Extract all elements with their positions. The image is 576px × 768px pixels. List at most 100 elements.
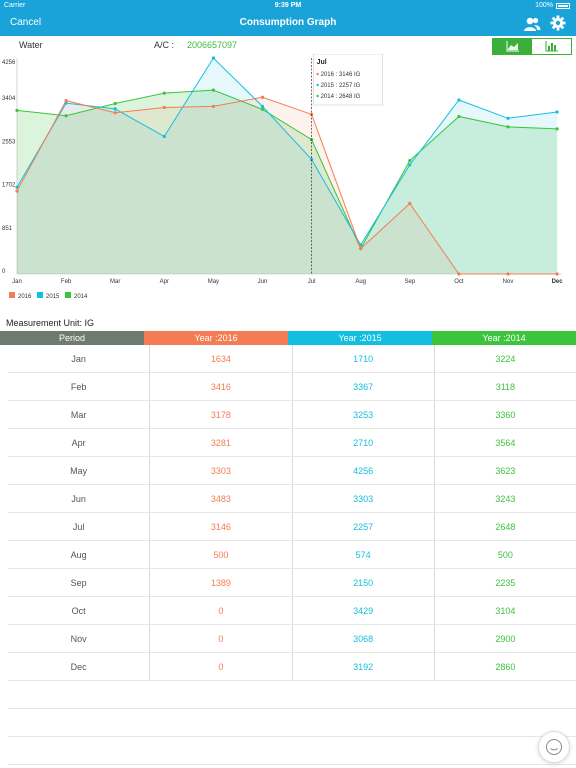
value-cell: 3068 [291, 625, 434, 652]
value-cell: 3243 [433, 485, 576, 512]
data-point [555, 272, 559, 276]
tooltip-dot [316, 83, 319, 87]
chat-button[interactable] [538, 731, 570, 763]
battery-indicator: 100% [535, 2, 570, 9]
value-cell: 3367 [291, 373, 434, 400]
period-cell: Jun [71, 494, 86, 504]
period-cell: May [70, 466, 88, 476]
battery-percent: 100% [535, 2, 553, 9]
value-cell: 3118 [433, 373, 576, 400]
value-cell: 3303 [149, 457, 291, 484]
data-point [162, 134, 166, 139]
area-chart-toggle[interactable] [493, 39, 532, 54]
data-point [555, 110, 559, 114]
table-body: Jan 1634 1710 3224 Feb 3416 3367 3118 Mar 3178 325… [0, 345, 576, 681]
tooltip-dot [316, 94, 319, 98]
period-cell: Jan [71, 354, 86, 364]
data-point [457, 98, 461, 102]
account-number: 2006657097 [187, 40, 238, 50]
x-tick-label: Dec [552, 279, 564, 285]
value-cell: 3253 [291, 401, 434, 428]
value-cell: 3429 [291, 597, 434, 624]
data-point [211, 88, 215, 92]
x-tick-label: Sep [404, 279, 415, 285]
data-point [15, 108, 19, 112]
table-row: Apr 3281 2710 3564 [8, 429, 576, 457]
period-cell: Dec [70, 662, 87, 672]
header-period: Period [0, 331, 144, 345]
x-tick-label: Nov [503, 279, 514, 285]
value-cell: 1710 [291, 345, 434, 372]
table-row: May 3303 4256 3623 [8, 457, 576, 485]
bar-chart-toggle[interactable] [532, 39, 571, 54]
series-area-2015 [17, 58, 558, 274]
chart-type-toggle [492, 38, 572, 55]
header-year-2015: Year :2015 [288, 331, 432, 345]
data-point [457, 272, 461, 276]
account-label: A/C : [154, 40, 175, 50]
value-cell: 3483 [149, 485, 291, 512]
data-point [162, 105, 166, 110]
value-cell: 3224 [433, 345, 576, 372]
value-cell: 1389 [149, 569, 291, 596]
value-cell: 1634 [149, 345, 291, 372]
value-cell: 2648 [433, 513, 576, 540]
utility-type: Water [19, 40, 43, 50]
status-bar: Carrier 9:39 PM 100% [0, 0, 576, 12]
data-point [260, 107, 265, 112]
table-row: Sep 1389 2150 2235 [8, 569, 576, 597]
empty-row [8, 737, 576, 765]
value-cell: 2150 [291, 569, 434, 596]
tooltip-line: 2016 : 3146 IG [321, 72, 361, 78]
data-point [113, 107, 117, 111]
empty-row [8, 709, 576, 737]
period-cell: Nov [70, 634, 87, 644]
period-cell: Jul [72, 522, 85, 532]
series-area-2014 [17, 90, 558, 274]
value-cell: 500 [149, 541, 291, 568]
consumption-chart[interactable]: 0 851 1702 2553 3404 4256 Jan Feb Mar Apr May Jun Ju… [0, 54, 576, 304]
value-cell: 574 [291, 541, 434, 568]
data-point [162, 91, 166, 95]
header-year-2016: Year :2016 [144, 331, 288, 345]
users-icon[interactable] [523, 16, 541, 32]
empty-row [8, 681, 576, 709]
period-cell: Apr [71, 438, 86, 448]
data-point [310, 157, 314, 162]
table-row: Jun 3483 3303 3243 [8, 485, 576, 513]
data-point [64, 114, 68, 118]
value-cell: 2860 [433, 653, 576, 680]
tooltip-title: Jul [317, 59, 327, 66]
tooltip-line: 2014 : 2648 IG [321, 94, 361, 100]
value-cell: 500 [433, 541, 576, 568]
value-cell: 0 [149, 653, 291, 680]
gear-icon[interactable] [550, 15, 566, 31]
period-cell: Mar [70, 410, 87, 420]
y-tick-label: 851 [2, 226, 13, 232]
nav-bar: Cancel Consumption Graph [0, 12, 576, 36]
legend-swatch [65, 292, 71, 298]
y-tick-label: 0 [2, 269, 6, 275]
y-tick-label: 3404 [2, 96, 16, 102]
value-cell: 2235 [433, 569, 576, 596]
battery-icon [556, 2, 570, 9]
x-tick-label: Oct [454, 279, 464, 285]
legend-swatch [37, 292, 43, 298]
table-header: Period Year :2016 Year :2015 Year :2014 [0, 331, 576, 345]
legend-label: 2016 [18, 294, 32, 300]
period-cell: Feb [70, 382, 87, 392]
table-row: Dec 0 3192 2860 [8, 653, 576, 681]
x-tick-label: May [208, 279, 219, 285]
cancel-button[interactable]: Cancel [10, 17, 42, 28]
value-cell: 4256 [291, 457, 434, 484]
value-cell: 2257 [291, 513, 434, 540]
data-point [260, 95, 265, 99]
account-info: Water A/C : 2006657097 [0, 40, 576, 54]
y-tick-label: 2553 [2, 139, 16, 145]
table-row: Feb 3416 3367 3118 [8, 373, 576, 401]
x-tick-label: Jul [308, 279, 316, 285]
series-line-2014 [16, 89, 558, 250]
period-cell: Sep [70, 578, 87, 588]
area-chart-icon [506, 41, 519, 52]
table-row: Nov 0 3068 2900 [8, 625, 576, 653]
